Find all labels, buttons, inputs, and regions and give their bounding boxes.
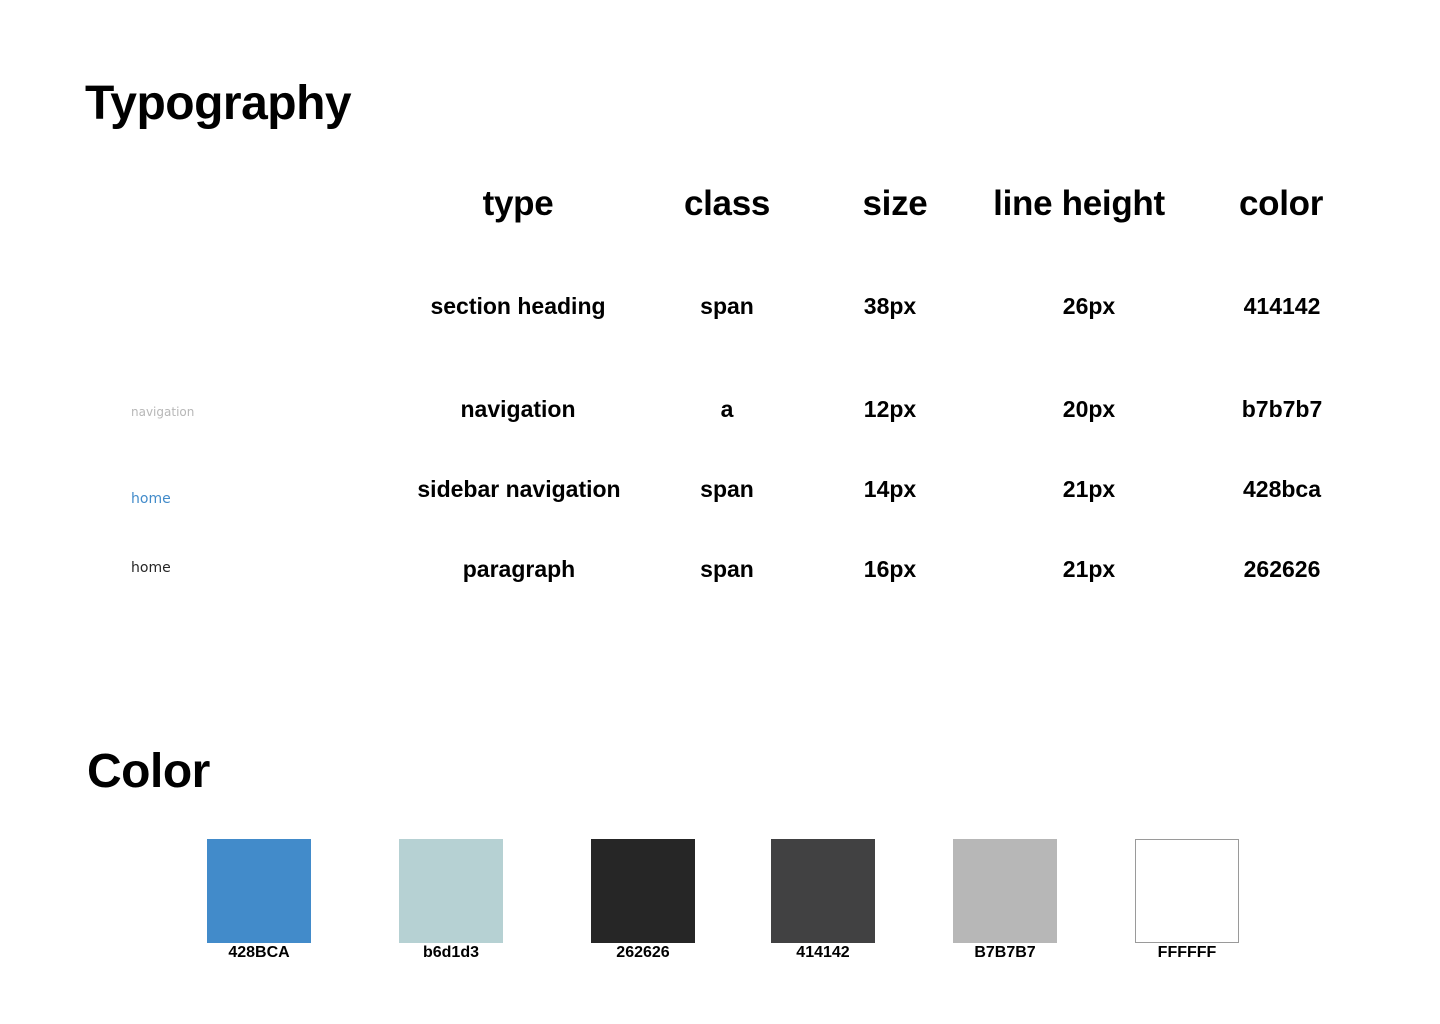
row-type: section heading [430,293,606,319]
row-line-height: 26px [1062,293,1116,319]
row-class: span [700,293,754,319]
header-line-height: line height [993,184,1165,223]
swatch-label: 428BCA [228,944,290,961]
row-color: 262626 [1243,556,1321,582]
color-title: Color [87,745,210,798]
swatch-label: B7B7B7 [974,944,1036,961]
row-line-height: 21px [1062,556,1116,582]
navigation-sample: navigation [131,405,195,419]
color-swatch [399,839,503,943]
sidebar-navigation-sample[interactable]: home [131,491,171,507]
row-class: span [700,556,754,582]
color-swatch [591,839,695,943]
row-type: paragraph [462,556,576,582]
swatch-label: FFFFFF [1157,944,1217,961]
row-size: 12px [863,396,917,422]
swatch-label: b6d1d3 [422,944,479,961]
header-type: type [482,184,554,223]
row-color: 414142 [1243,293,1321,319]
row-class: a [720,396,734,422]
typography-title: Typography [85,77,352,130]
row-size: 16px [863,556,917,582]
paragraph-sample: home [131,560,171,576]
color-swatch [1135,839,1239,943]
row-type: navigation [460,396,576,422]
row-type: sidebar navigation [417,476,621,502]
header-size: size [862,184,928,223]
color-swatch [771,839,875,943]
header-color: color [1238,184,1324,223]
swatch-label: 262626 [616,944,670,961]
row-color: 428bca [1242,476,1322,502]
row-size: 14px [863,476,917,502]
row-size: 38px [863,293,917,319]
row-line-height: 21px [1062,476,1116,502]
row-line-height: 20px [1062,396,1116,422]
color-swatch [953,839,1057,943]
color-swatch [207,839,311,943]
swatch-label: 414142 [796,944,850,961]
row-color: b7b7b7 [1241,396,1323,422]
row-class: span [700,476,754,502]
header-class: class [683,184,771,223]
